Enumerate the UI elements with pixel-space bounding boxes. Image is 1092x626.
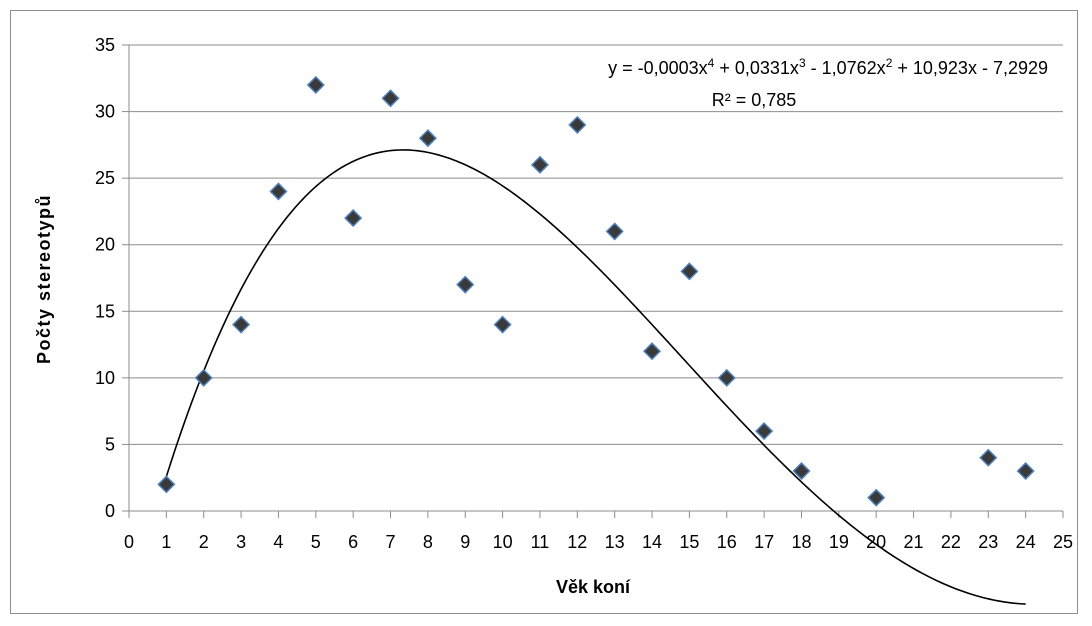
y-tick-label: 0 <box>105 501 115 521</box>
data-point <box>867 488 886 507</box>
data-point <box>1016 461 1035 481</box>
equation-part: + 10,923x - 7,2929 <box>892 58 1048 78</box>
x-tick-label: 23 <box>978 532 998 552</box>
y-tick-label: 35 <box>95 35 115 55</box>
polynomial-trendline <box>165 149 1026 605</box>
x-tick-label: 24 <box>1016 532 1036 552</box>
data-point <box>568 115 587 134</box>
y-tick-label: 10 <box>95 368 115 388</box>
x-tick-label: 2 <box>199 532 209 552</box>
x-tick-label: 7 <box>386 532 396 552</box>
data-point <box>680 262 699 281</box>
equation-exponent: 4 <box>708 56 715 70</box>
y-tick-label: 15 <box>95 301 115 321</box>
x-tick-label: 8 <box>423 532 433 552</box>
x-tick-label: 16 <box>717 532 737 552</box>
x-tick-label: 22 <box>941 532 961 552</box>
x-tick-label: 9 <box>460 532 470 552</box>
data-point <box>157 475 176 494</box>
data-point <box>792 461 811 481</box>
data-points <box>157 75 1035 507</box>
r-squared-label: R² = 0,785 <box>712 90 797 110</box>
y-tick-label: 30 <box>95 102 115 122</box>
x-tick-label: 6 <box>348 532 358 552</box>
x-tick-label: 1 <box>161 532 171 552</box>
y-axis-title: Počty stereotypů <box>34 194 54 364</box>
x-tick-label: 15 <box>679 532 699 552</box>
x-tick-label: 21 <box>904 532 924 552</box>
equation-exponent: 3 <box>799 56 806 70</box>
x-tick-label: 18 <box>791 532 811 552</box>
x-tick-label: 13 <box>605 532 625 552</box>
data-point <box>232 315 251 334</box>
x-tick-label: 0 <box>124 532 134 552</box>
x-tick-label: 11 <box>531 532 550 552</box>
data-point <box>642 342 662 361</box>
data-point <box>605 222 624 241</box>
grid-lines <box>129 44 1063 445</box>
x-tick-label: 3 <box>236 532 246 552</box>
y-tick-label: 25 <box>95 168 115 188</box>
x-tick-label: 25 <box>1053 532 1073 552</box>
x-axis-title: Věk koní <box>556 577 631 597</box>
equation-part: - 1,0762x <box>806 58 886 78</box>
x-tick-label: 5 <box>311 532 321 552</box>
chart-frame <box>10 10 1078 614</box>
data-point <box>979 448 998 467</box>
x-tick-label: 10 <box>493 532 513 552</box>
y-tick-label: 5 <box>105 434 115 454</box>
x-tick-label: 14 <box>642 532 662 552</box>
x-tick-label: 20 <box>866 532 886 552</box>
x-tick-label: 12 <box>567 532 587 552</box>
data-point <box>344 209 363 228</box>
data-point <box>755 422 774 441</box>
x-tick-label: 17 <box>754 532 774 552</box>
data-point <box>717 368 736 387</box>
data-point <box>493 315 512 334</box>
y-tick-label: 20 <box>95 235 115 255</box>
x-tick-label: 19 <box>829 532 849 552</box>
data-point <box>306 75 325 95</box>
data-point <box>269 182 288 201</box>
equation-part: y = -0,0003x <box>608 58 708 78</box>
data-point <box>456 275 475 294</box>
equation-part: + 0,0331x <box>714 58 799 78</box>
data-point <box>381 89 400 108</box>
trendline-equation: y = -0,0003x4 + 0,0331x3 - 1,0762x2 + 10… <box>608 56 1048 78</box>
trendline <box>165 149 1026 605</box>
data-point <box>194 368 213 387</box>
data-point <box>418 129 437 148</box>
data-point <box>530 155 550 174</box>
x-tick-label: 4 <box>273 532 283 552</box>
axes <box>122 44 1064 518</box>
equation-exponent: 2 <box>886 56 893 70</box>
